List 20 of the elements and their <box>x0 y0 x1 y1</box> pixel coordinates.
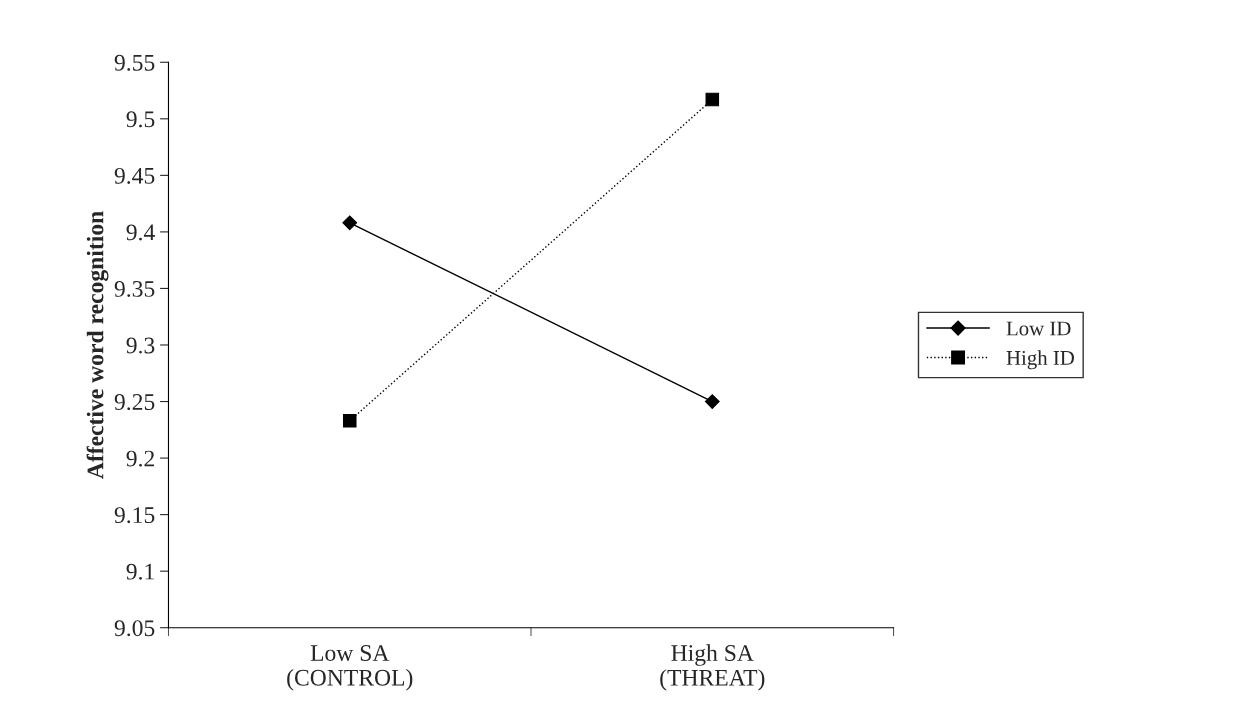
point <box>342 215 358 231</box>
y-tick-label: 9.45 <box>114 167 155 184</box>
y-tick-label: 9.3 <box>126 337 155 354</box>
y-tick-label: 9.4 <box>126 224 155 241</box>
y-tick-label: 9.1 <box>126 563 154 580</box>
y-tick-label: 9.15 <box>114 507 155 524</box>
y-tick-label: 9.25 <box>114 394 155 411</box>
x-tick-label: Low SA (CONTROL) <box>287 645 413 691</box>
point <box>705 92 720 107</box>
legend-label: High ID <box>1006 350 1075 370</box>
y-tick-label: 9.55 <box>114 54 155 71</box>
y-axis-title: Affective word recognition <box>86 211 109 479</box>
point <box>342 413 357 428</box>
y-tick-label: 9.05 <box>114 620 155 637</box>
y-tick-label: 9.2 <box>126 450 154 467</box>
x-tick-label: High SA (THREAT) <box>660 644 765 691</box>
y-tick-label: 9.35 <box>114 281 155 297</box>
legend-label: Low ID <box>1006 321 1071 336</box>
y-tick-label: 9.5 <box>126 111 155 128</box>
point <box>704 394 720 409</box>
